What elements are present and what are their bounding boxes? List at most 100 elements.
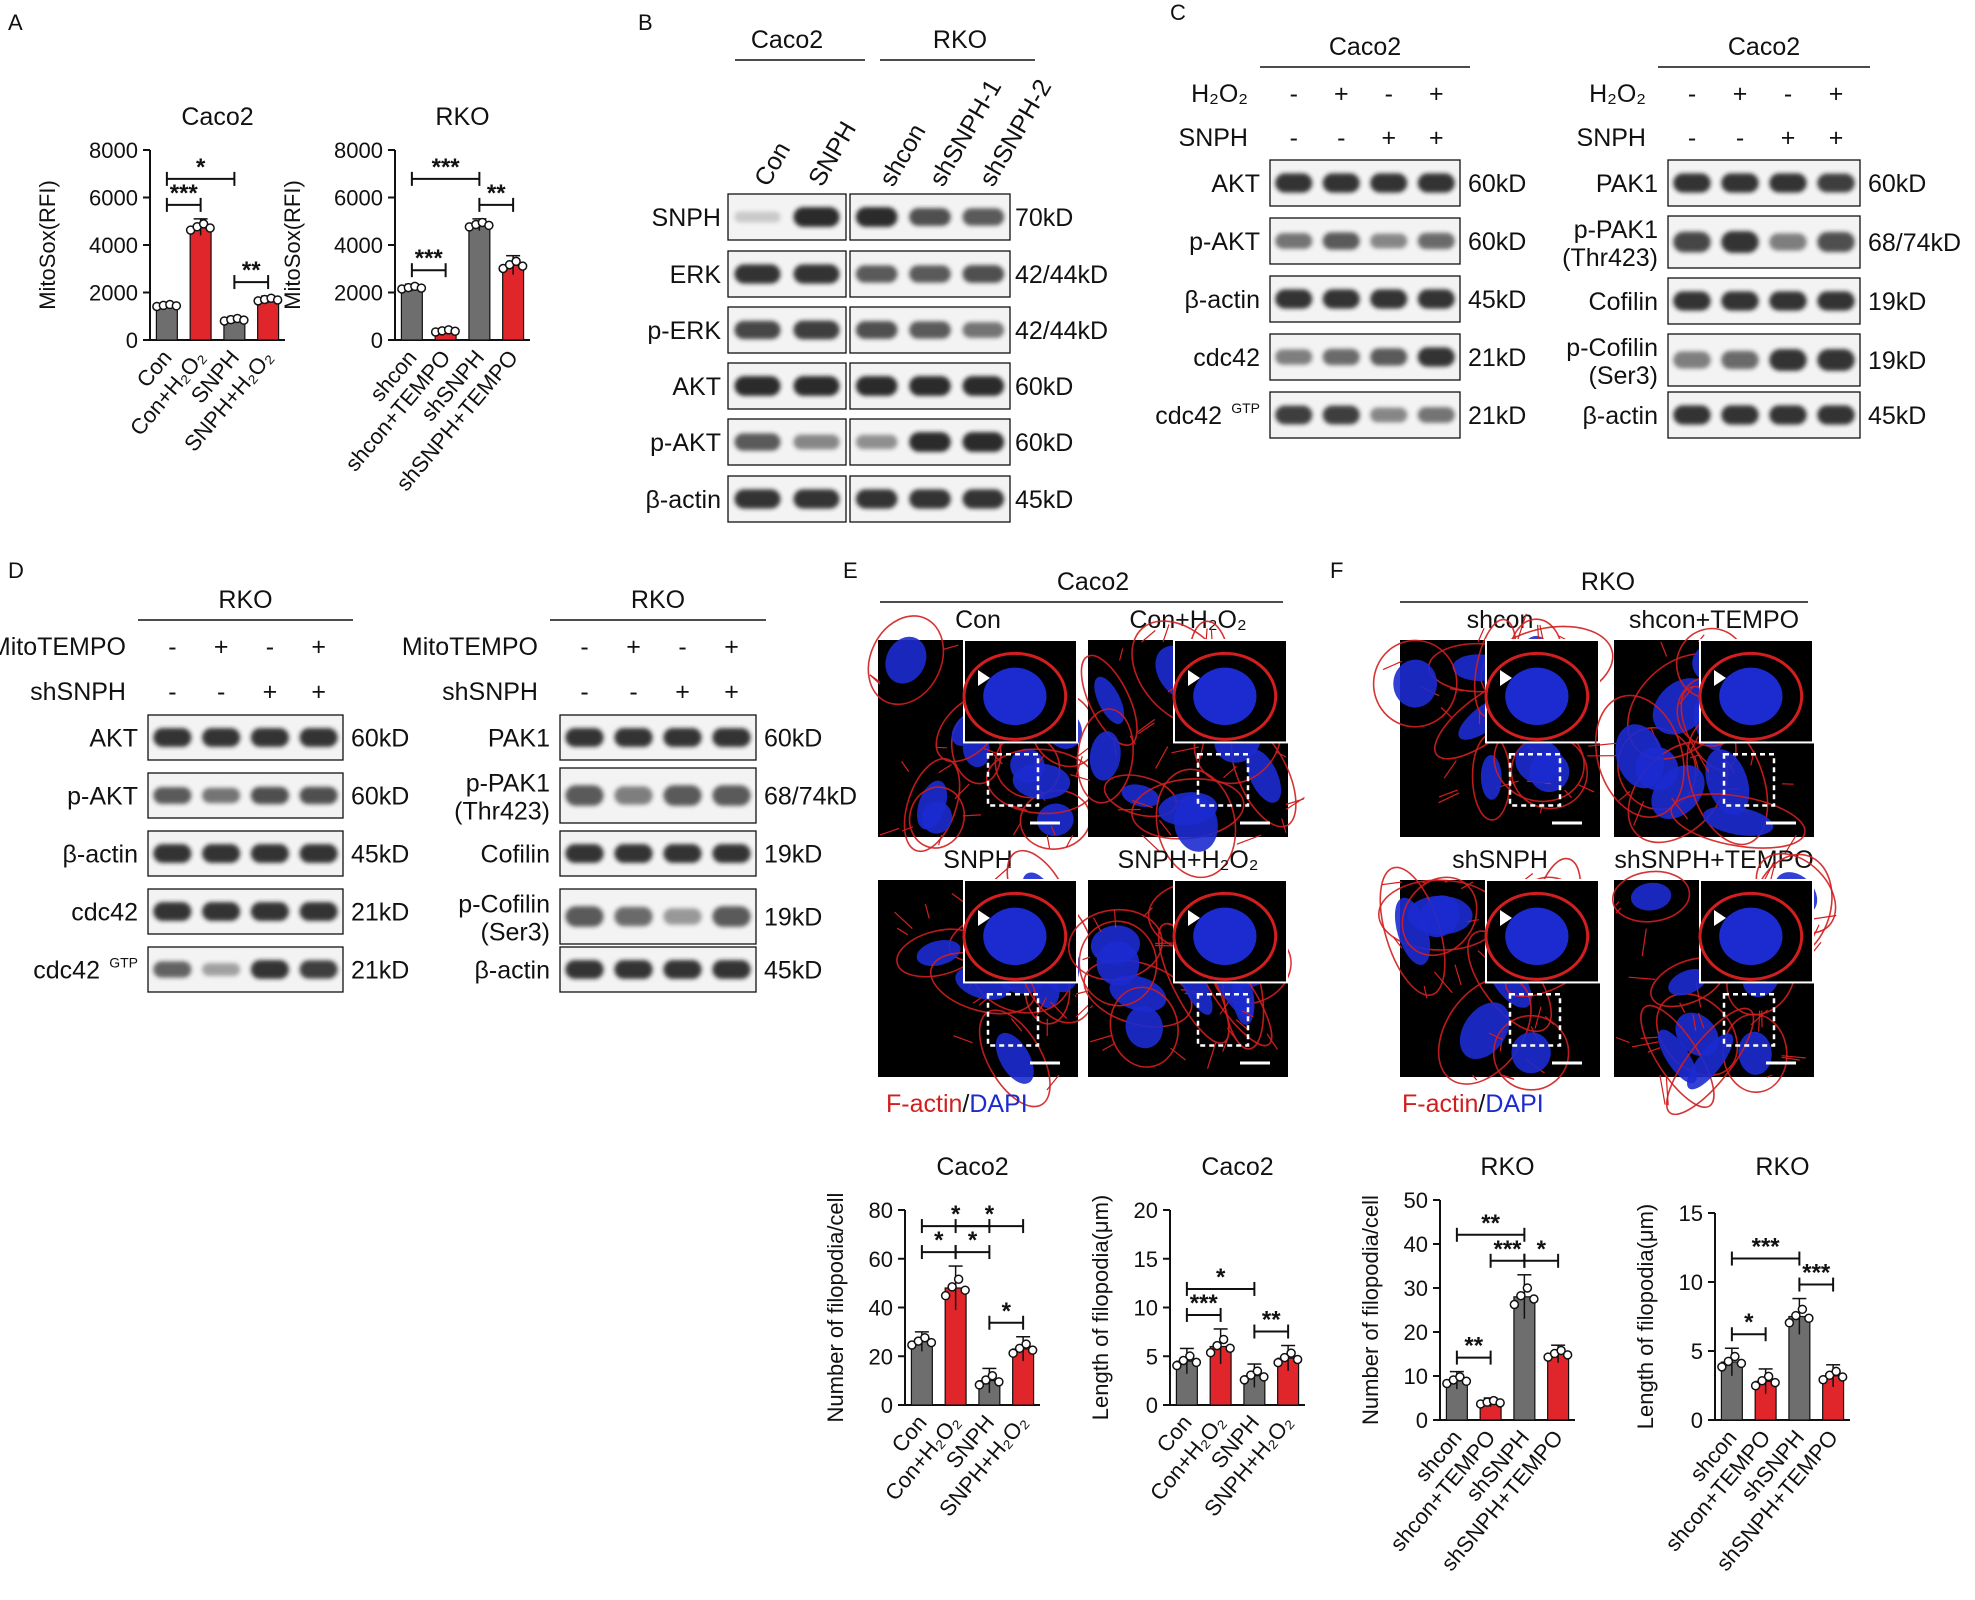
condition-sign: - [1688, 80, 1696, 108]
blot-row-5-part-0-band-2 [793, 489, 840, 509]
molecular-weight-label: 68/74kD [764, 783, 857, 811]
data-point [1191, 1357, 1202, 1368]
molecular-weight-label: 21kD [351, 957, 409, 985]
bar [189, 226, 212, 341]
blot-row-5-part-1-band-2 [909, 489, 951, 509]
micro-f-tile-1-inset-actin [1698, 651, 1804, 741]
blot-row-3-part-0-band-1 [734, 376, 781, 396]
micro-f-tile-3-filopodium [1631, 1041, 1659, 1048]
molecular-weight-label: 19kD [1868, 347, 1926, 375]
micro-f-tile-1-filopodium [1588, 742, 1617, 747]
protein-label: β-actin [1582, 402, 1658, 430]
blot-row-1-band-1 [565, 785, 604, 806]
condition-sign: + [311, 678, 326, 706]
micro-e-tile-1-filopodium [1136, 718, 1156, 733]
micro-e-tile-1-inset-actin [1172, 651, 1278, 741]
condition-sign: + [311, 633, 326, 661]
significance-label: * [1744, 1309, 1754, 1336]
molecular-weight-label: 60kD [1015, 373, 1073, 401]
micro-f-tile-0-nucleus [1515, 739, 1563, 784]
molecular-weight-label: 19kD [764, 841, 822, 869]
y-tick-label: 50 [1404, 1188, 1428, 1213]
blot-row-0-band-2 [202, 728, 241, 747]
micro-e-tile-3-inset-actin [1172, 891, 1278, 981]
condition-sign: + [1781, 124, 1796, 152]
panel-label-e: E [843, 558, 858, 583]
significance-label: * [1216, 1264, 1226, 1291]
blot-d-right: RKO MitoTEMPO - + - + shSNPH - - + + PAK1 60kD p-PAK1… [402, 586, 857, 993]
micro-e-tile-2-arrowhead [978, 910, 990, 926]
condition-sign: - [1337, 124, 1345, 152]
data-point [1750, 1380, 1761, 1391]
protein-label-superscript: GTP [1231, 400, 1260, 416]
legend-dapi: DAPI [1485, 1090, 1543, 1118]
blot-group-label: RKO [933, 26, 987, 54]
micro-e-tile-2-filopodium [1050, 1001, 1068, 1020]
bar [502, 264, 525, 341]
chart-title: RKO [1480, 1153, 1534, 1181]
data-point [1461, 1376, 1472, 1387]
condition-label: SNPH [1179, 124, 1248, 152]
bar [468, 224, 491, 341]
blot-row-4-band-3 [663, 960, 702, 979]
blot-row-1-band-1 [1275, 233, 1313, 249]
data-point [511, 256, 521, 267]
blot-row-4-band-4 [1417, 407, 1455, 423]
data-point [239, 315, 249, 325]
micro-e-tile-2-inset-nucleus [983, 907, 1047, 966]
molecular-weight-label: 45kD [1868, 402, 1926, 430]
y-tick-label: 15 [1134, 1247, 1158, 1272]
data-point [1730, 1351, 1740, 1362]
micro-f-tile-2-filopodium [1423, 985, 1428, 999]
condition-sign: - [168, 678, 176, 706]
legend-f-actin: F-actin [1402, 1090, 1478, 1118]
blot-row-0-band-4 [712, 728, 751, 747]
condition-sign: - [678, 633, 686, 661]
micro-f-tile-3-cell-outline [1640, 1004, 1715, 1109]
micro-f-tile-2-cell-outline [1401, 876, 1478, 957]
micro-e-tile-1-filopodium [1236, 834, 1262, 845]
micro-f-tile-3-filopodium [1679, 1002, 1686, 1013]
blot-row-1-band-2 [202, 787, 241, 804]
data-point [1205, 1347, 1216, 1358]
condition-sign: - [1736, 124, 1744, 152]
micro-e-tile-2-inset-actin [962, 891, 1068, 981]
significance-label: * [951, 1201, 961, 1228]
micro-e-tile-0-filopodium [879, 827, 899, 836]
blot-row-3-band-1 [1275, 349, 1313, 365]
blot-row-4-part-1-band-3 [962, 432, 1005, 452]
blot-row-5-part-1-band-1 [855, 489, 898, 509]
micro-f-tile-2-filopodium [1472, 1074, 1478, 1081]
molecular-weight-label: 60kD [1015, 429, 1073, 457]
micro-f-tile-2-zoom-box [1508, 993, 1562, 1047]
protein-label: p-ERK [647, 317, 721, 345]
micro-e-tile-0-inset-nucleus [983, 667, 1047, 726]
blot-row-3-band-3 [663, 908, 702, 925]
micro-f-tile-3-filopodium [1615, 907, 1622, 914]
micro-e-tile-3-filopodium [1206, 1042, 1217, 1069]
micro-f-tile-3-zoom-box [1722, 993, 1776, 1047]
blot-row-1-band-4 [299, 786, 338, 805]
micro-e-tile-0-nucleus [921, 801, 953, 834]
blot-row-1-band-4 [1817, 231, 1855, 253]
micro-f-tile-2-inset-actin [1484, 891, 1590, 981]
legend-f-actin: F-actin [886, 1090, 962, 1118]
blot-row-1-band-3 [1769, 233, 1807, 251]
condition-sign: + [724, 678, 739, 706]
blot-row-2-band-4 [299, 844, 338, 863]
condition-sign: + [626, 633, 641, 661]
significance-label: ** [1464, 1333, 1483, 1360]
panel-label-d: D [8, 558, 24, 583]
blot-row-3-band-1 [565, 906, 604, 927]
data-point [960, 1285, 970, 1295]
micro-f-tile-1-cell-outline [1594, 694, 1685, 818]
data-point [484, 220, 494, 231]
micro-f-tile-1-cell-outline [1670, 793, 1806, 849]
data-point [1717, 1362, 1727, 1372]
data-point [1757, 1375, 1767, 1386]
condition-sign: - [1290, 80, 1298, 108]
micro-f-tile-3-cell-outline [1665, 1007, 1755, 1116]
blot-row-4-band-2 [614, 960, 653, 979]
